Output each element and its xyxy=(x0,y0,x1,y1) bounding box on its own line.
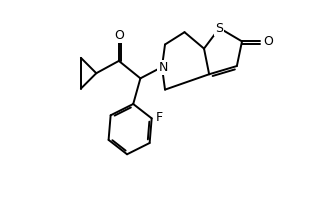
Text: F: F xyxy=(155,111,162,124)
Text: O: O xyxy=(114,29,124,42)
Text: N: N xyxy=(158,61,168,74)
Text: O: O xyxy=(263,35,274,48)
Text: S: S xyxy=(215,22,223,35)
